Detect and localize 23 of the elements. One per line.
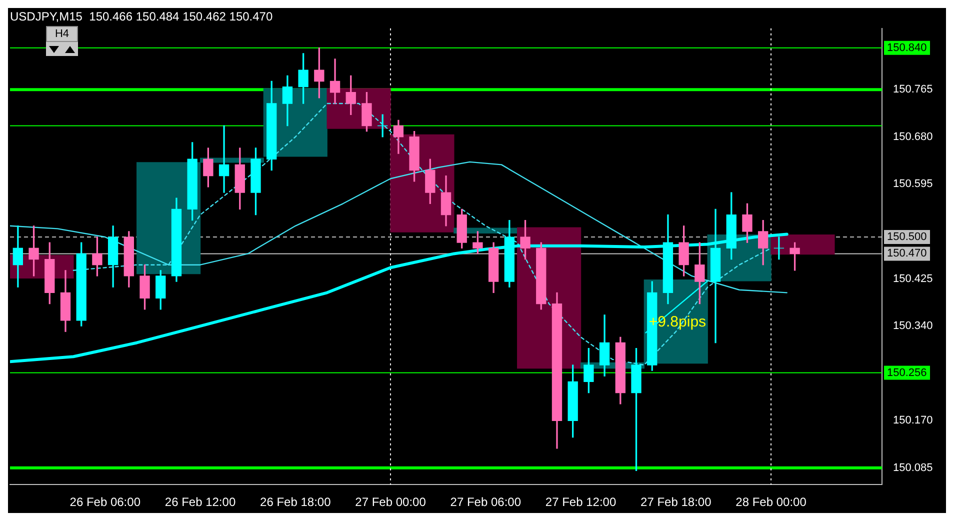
x-tick-label: 26 Feb 12:00 (164, 495, 236, 510)
ref-line-label: 150.470 (887, 248, 927, 260)
y-tick-label: 150.595 (893, 178, 933, 190)
y-tick-label: 150.765 (893, 84, 933, 96)
y-tick-label: 150.340 (893, 320, 933, 332)
ref-line-label: 150.256 (887, 366, 927, 379)
y-tick-label: 150.425 (893, 272, 933, 285)
x-tick-label: 27 Feb 12:00 (545, 495, 616, 510)
y-tick-label: 150.680 (893, 130, 933, 143)
annotation: H4 (46, 26, 78, 42)
x-tick-label: 26 Feb 18:00 (260, 495, 332, 510)
x-tick-label: 28 Feb 00:00 (736, 495, 807, 510)
y-tick-label: 150.085 (893, 462, 933, 474)
ref-line-label: 150.840 (887, 42, 927, 54)
candlestick (218, 125, 230, 193)
candlestick (330, 58, 340, 104)
y-tick-label: 150.170 (893, 414, 933, 427)
x-tick-label: 27 Feb 00:00 (355, 495, 426, 510)
chart-title: USDJPY,M15 150.466 150.484 150.462 150.470 (10, 10, 273, 24)
ref-line-label: 150.500 (887, 231, 927, 244)
x-tick-label: 27 Feb 18:00 (640, 495, 712, 510)
x-tick-label: 26 Feb 06:00 (70, 495, 141, 510)
x-tick-label: 27 Feb 06:00 (450, 495, 522, 510)
